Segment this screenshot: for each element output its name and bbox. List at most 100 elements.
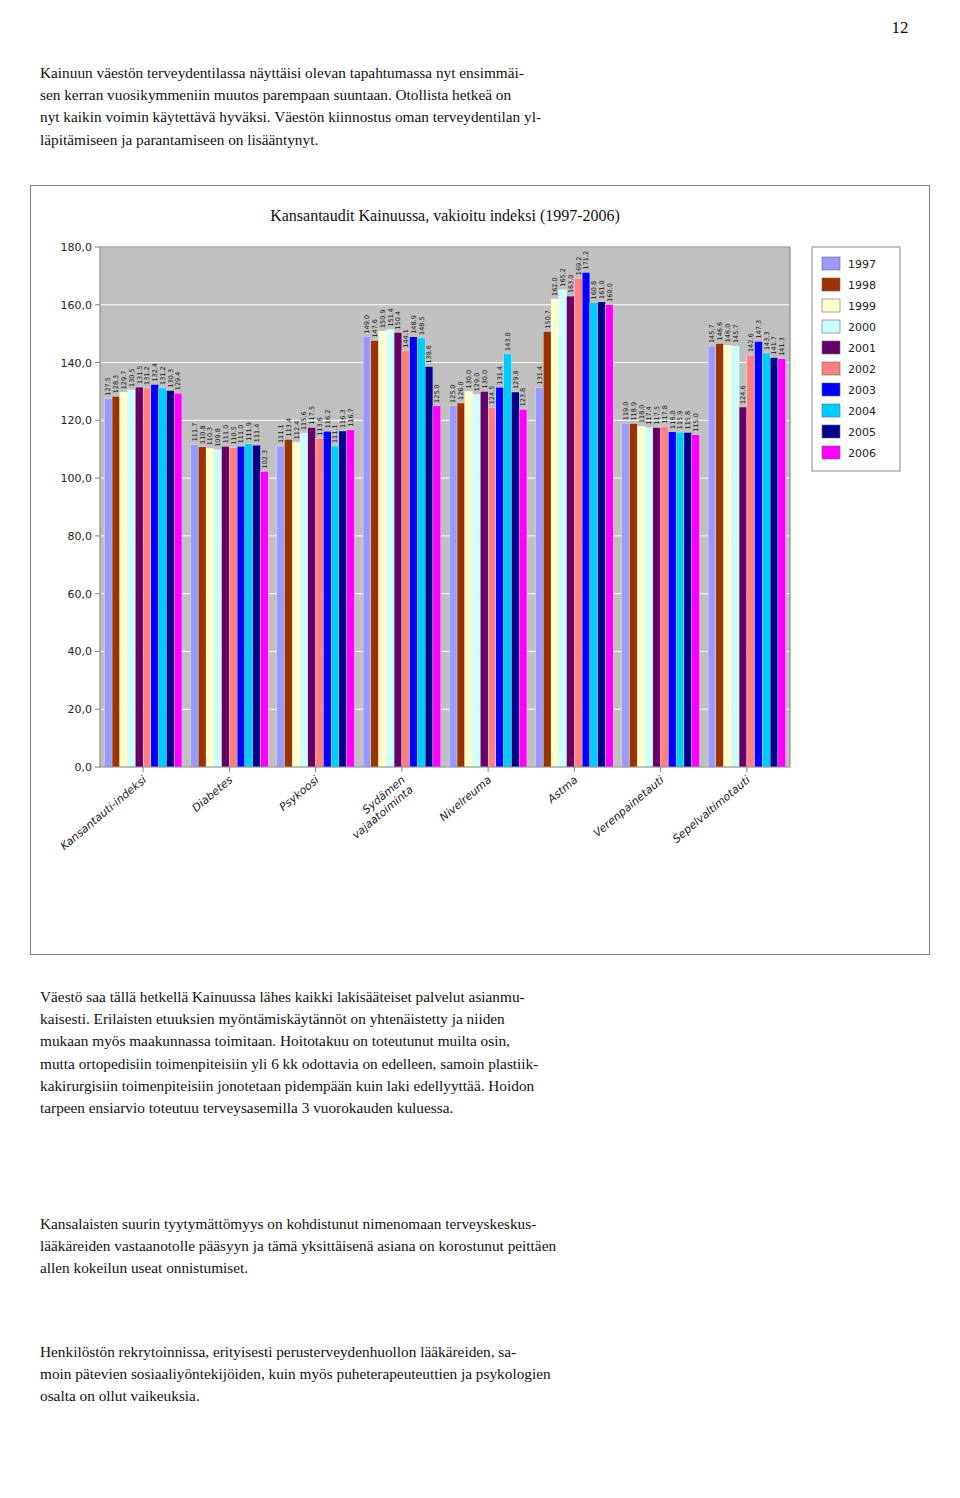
bar — [543, 332, 551, 767]
legend-label: 2000 — [848, 321, 876, 334]
bar — [135, 387, 143, 767]
bar — [151, 385, 159, 767]
bar — [198, 447, 206, 767]
bar — [229, 448, 237, 767]
bar — [473, 394, 481, 767]
bar — [402, 351, 410, 767]
chart-title: Kansantaudit Kainuussa, vakioitu indeksi… — [270, 207, 620, 225]
bar — [206, 448, 214, 767]
y-tick — [95, 709, 100, 710]
bar — [661, 427, 669, 767]
bar — [511, 392, 519, 767]
bar — [277, 446, 285, 767]
y-tick-label: 20,0 — [68, 703, 93, 716]
data-labels: 127.5111.7111.1149.0125.0131.4119.0145.7… — [104, 251, 786, 469]
data-label: 150.7 — [544, 310, 552, 329]
bar — [504, 354, 512, 767]
data-label: 123.8 — [519, 388, 527, 407]
legend-swatch — [822, 341, 840, 354]
bar — [747, 355, 755, 767]
x-tick-label: Diabetes — [190, 773, 236, 815]
legend-label: 2005 — [848, 426, 876, 439]
bar — [292, 442, 300, 767]
legend-label: 2004 — [848, 405, 876, 418]
data-label: 145.7 — [732, 324, 740, 343]
bar — [778, 359, 786, 767]
data-label: 125.0 — [433, 384, 441, 403]
paragraph: Kansalaisten suurin tyytymättömyys on ko… — [40, 1213, 556, 1280]
data-label: 150.4 — [394, 311, 402, 330]
y-tick — [95, 535, 100, 536]
legend-box — [812, 247, 900, 471]
data-label: 124.6 — [739, 385, 747, 404]
bar — [676, 432, 684, 767]
data-label: 160.0 — [606, 283, 614, 302]
x-tick — [746, 767, 747, 772]
bar — [300, 433, 308, 767]
bar — [536, 387, 544, 767]
plot-background — [100, 247, 790, 767]
bar — [559, 290, 567, 767]
data-label: 130.0 — [481, 370, 489, 389]
data-label: 102.3 — [261, 450, 269, 469]
x-tick — [574, 767, 575, 772]
data-label: 171.2 — [582, 251, 590, 270]
y-tick-label: 60,0 — [68, 588, 93, 601]
bar — [724, 345, 732, 767]
x-tick-label: Sydämenvajaatoiminta — [341, 773, 416, 841]
y-tick — [95, 362, 100, 363]
data-label: 141.3 — [778, 337, 786, 356]
bar — [457, 403, 465, 767]
plot-frame — [100, 247, 790, 767]
bar — [410, 337, 418, 767]
bar — [260, 471, 268, 767]
bar — [762, 353, 770, 767]
bar — [371, 341, 379, 767]
bar — [630, 424, 638, 767]
bar — [582, 272, 590, 767]
x-tick-label: Astma — [544, 773, 580, 806]
bar — [316, 439, 324, 767]
bar — [323, 431, 331, 767]
bars — [104, 272, 785, 767]
legend: 1997199819992000200120022003200420052006 — [812, 247, 900, 471]
bar — [120, 392, 128, 767]
data-label: 129.4 — [174, 372, 182, 391]
data-label: 124.5 — [488, 386, 496, 405]
data-label: 116.7 — [347, 408, 355, 427]
grid-line — [100, 362, 790, 363]
bar — [128, 390, 136, 767]
chart: Kansantaudit Kainuussa, vakioitu indeksi… — [30, 185, 930, 955]
bar — [379, 331, 387, 767]
x-tick-label: Nivelreuma — [437, 773, 494, 824]
legend-label: 2002 — [848, 363, 876, 376]
bar — [214, 450, 222, 767]
bar — [253, 445, 261, 767]
bar — [770, 358, 778, 767]
x-tick — [315, 767, 316, 772]
legend-swatch — [822, 425, 840, 438]
legend-label: 1999 — [848, 300, 876, 313]
legend-swatch — [822, 446, 840, 459]
bar — [417, 338, 425, 767]
bar — [347, 430, 355, 767]
y-tick — [95, 247, 100, 248]
legend-label: 2001 — [848, 342, 876, 355]
bar — [104, 399, 112, 767]
bar — [488, 407, 496, 767]
data-label: 148.5 — [418, 316, 426, 335]
bar — [143, 388, 151, 767]
bar — [637, 426, 645, 767]
bar — [574, 278, 582, 767]
y-tick-label: 180,0 — [61, 241, 93, 254]
y-tick — [95, 651, 100, 652]
x-tick — [143, 767, 144, 772]
y-tick-label: 40,0 — [68, 645, 93, 658]
bar — [755, 341, 763, 767]
bar — [567, 296, 575, 767]
x-tick-label: Sepelvaltimotauti — [670, 773, 753, 845]
bar — [159, 388, 167, 767]
bar — [166, 391, 174, 767]
bar — [496, 387, 504, 767]
bar — [112, 396, 120, 767]
